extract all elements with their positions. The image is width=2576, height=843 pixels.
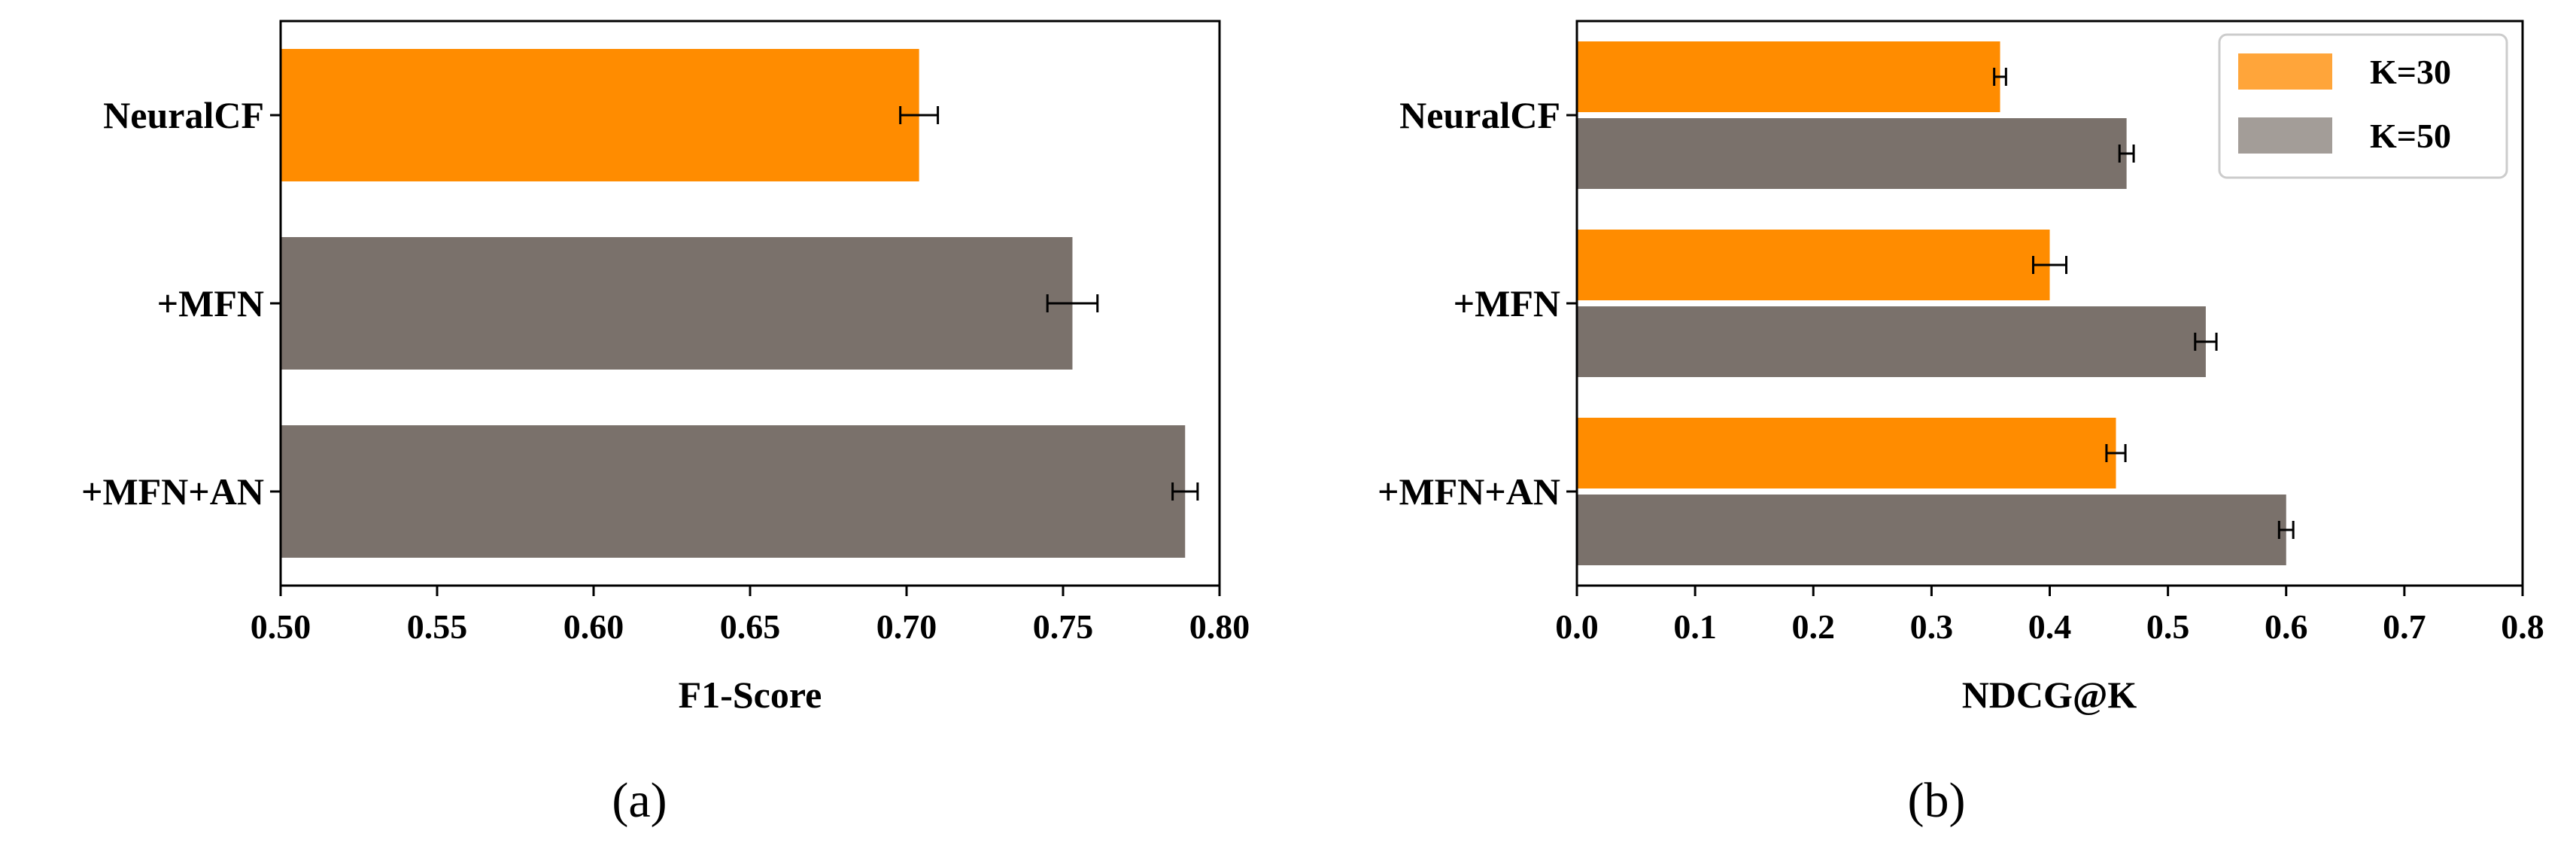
panel-b-x-axis-title: NDCG@K [1962,674,2137,716]
bar-mfn-an-k-30 [1577,418,2116,488]
x-tick-label: 0.3 [1910,607,1954,646]
bar-mfn-k-30 [1577,230,2050,300]
panel-a-error-bars [899,106,1199,501]
panel-b-legend: K=30 K=50 [2218,33,2508,179]
x-tick-label: 0.5 [2146,607,2190,646]
bar-mfn [281,237,1073,370]
x-tick-label: 0.4 [2028,607,2072,646]
x-tick-label: 0.6 [2265,607,2308,646]
x-tick-label: 0.7 [2383,607,2426,646]
x-tick-label: 0.70 [876,607,937,646]
panel-b-error-bars [1993,68,2295,539]
panel-b-ndcg-chart: 0.0 0.1 0.2 0.3 0.4 0.5 0.6 0.7 0.8 NeuralCF +MFN… [1378,20,2544,828]
category-label-neuralcf: NeuralCF [1399,94,1560,136]
bar-mfn-an [281,425,1186,558]
x-tick-label: 0.50 [251,607,311,646]
panel-b-x-ticks: 0.0 0.1 0.2 0.3 0.4 0.5 0.6 0.7 0.8 [1555,586,2544,646]
panel-a-bars [281,49,1186,558]
x-tick-label: 0.2 [1792,607,1836,646]
bar-mfn-k-50 [1577,306,2206,377]
category-label-mfn-an: +MFN+AN [1378,470,1560,513]
bar-neuralcf-k-30 [1577,41,2000,112]
panel-b-bars [1577,41,2286,565]
category-label-mfn-an: +MFN+AN [81,470,264,513]
x-tick-label: 0.60 [564,607,624,646]
x-tick-label: 0.1 [1673,607,1717,646]
panel-b-label: (b) [1908,773,1966,828]
panel-a-label: (a) [612,773,667,828]
legend-swatch-k30 [2238,53,2332,90]
category-label-neuralcf: NeuralCF [103,94,264,136]
panel-a-y-ticks: NeuralCF +MFN +MFN+AN [81,94,281,513]
x-tick-label: 0.55 [407,607,468,646]
x-tick-label: 0.8 [2501,607,2544,646]
bar-mfn-an-k-50 [1577,495,2286,565]
x-tick-label: 0.0 [1555,607,1599,646]
category-label-mfn: +MFN [157,282,264,324]
panel-a-f1-score-chart: 0.50 0.55 0.60 0.65 0.70 0.75 0.80 NeuralCF +MF… [81,20,1250,828]
panel-a-x-ticks: 0.50 0.55 0.60 0.65 0.70 0.75 0.80 [251,586,1250,646]
bar-neuralcf [281,49,919,181]
x-tick-label: 0.80 [1189,607,1250,646]
panel-b-y-ticks: NeuralCF +MFN +MFN+AN [1378,94,1577,513]
x-tick-label: 0.65 [720,607,781,646]
category-label-mfn: +MFN [1454,282,1560,324]
panel-a-x-axis-title: F1-Score [679,674,822,716]
legend-label-k50: K=50 [2370,117,2451,155]
legend-swatch-k50 [2238,117,2332,154]
x-tick-label: 0.75 [1033,607,1094,646]
legend-label-k30: K=30 [2370,53,2451,91]
bar-neuralcf-k-50 [1577,118,2127,189]
